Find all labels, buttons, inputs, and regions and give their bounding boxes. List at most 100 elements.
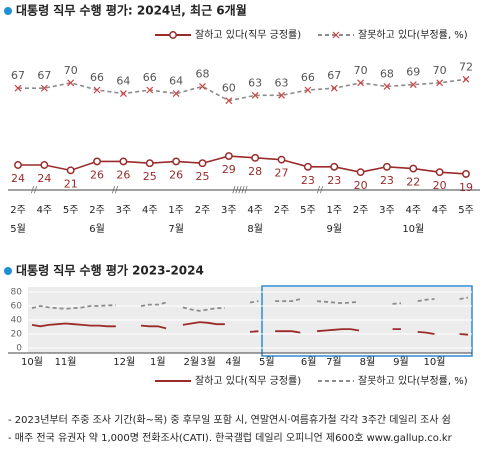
x-tick-label: 1월 (150, 356, 166, 368)
marker (409, 164, 418, 173)
x-tick-label: 5월 (259, 356, 275, 368)
marker (40, 84, 48, 92)
title-bullet (4, 7, 12, 15)
month-label: 5월 (10, 223, 26, 235)
x-tick-label: 5주 (300, 205, 316, 216)
marker (93, 86, 101, 94)
marker (67, 79, 75, 87)
data-label: 69 (406, 66, 420, 79)
series-line (31, 296, 469, 312)
marker (278, 91, 285, 99)
marker (172, 90, 180, 97)
marker (225, 97, 233, 105)
month-label: 6월 (89, 223, 105, 235)
marker (383, 83, 391, 90)
data-label: 63 (275, 76, 289, 89)
x-tick-label: 10월 (423, 356, 445, 368)
highlight-box (261, 285, 473, 357)
footnote: - 2023년부터 주중 조사 기간(화~목) 중 후무일 포함 시, 연말연시… (8, 414, 451, 426)
data-label: 23 (380, 174, 394, 187)
x-tick-label: 4주 (142, 205, 158, 216)
footnote: - 매주 전국 유권자 약 1,000명 전화조사(CATI). 한국갤럽 데일… (8, 432, 453, 444)
x-tick-label: 2주 (274, 205, 290, 216)
x-tick-label: 4주 (247, 205, 263, 216)
marker (66, 166, 75, 175)
data-label: 27 (275, 167, 289, 180)
data-label: 68 (195, 67, 209, 80)
x-tick-label: 2주 (10, 205, 26, 216)
data-label: 70 (354, 64, 368, 77)
marker (119, 90, 127, 97)
marker (382, 162, 391, 171)
marker (172, 157, 181, 166)
data-label: 23 (301, 174, 315, 187)
axis-break: // (317, 186, 324, 196)
data-label: 70 (64, 64, 78, 77)
x-tick-label: 2주 (195, 205, 211, 216)
title-bullet (4, 267, 12, 275)
x-tick-label: 5주 (63, 205, 79, 216)
month-label: 8월 (247, 223, 263, 235)
x-tick-label: 4주 (406, 205, 422, 216)
marker (40, 161, 49, 169)
data-label: 67 (11, 69, 25, 82)
data-label: 68 (380, 67, 394, 80)
data-label: 25 (195, 170, 209, 183)
y-tick-label: 80 (11, 288, 23, 298)
data-label: 63 (248, 76, 262, 89)
data-label: 20 (433, 179, 447, 192)
data-label: 20 (354, 179, 368, 192)
x-tick-label: 3주 (379, 205, 395, 216)
data-label: 24 (11, 172, 25, 185)
marker (169, 31, 177, 39)
marker (277, 155, 286, 164)
x-tick-label: 7월 (326, 356, 342, 368)
x-tick-label: 3주 (221, 205, 237, 216)
y-tick-label: 20 (11, 330, 23, 340)
data-label: 60 (222, 82, 236, 95)
x-tick-label: 6월 (301, 356, 317, 368)
x-tick-label: 9월 (393, 356, 409, 368)
x-tick-label: 1주 (326, 205, 342, 216)
data-label: 24 (37, 172, 51, 185)
x-tick-label: 2주 (353, 205, 369, 216)
x-tick-label: 11월 (55, 356, 77, 368)
marker (146, 86, 154, 94)
x-tick-label: 2주 (89, 205, 105, 216)
marker (14, 161, 22, 169)
chart-title: 대통령 직무 수행 평가: 2024년, 최근 6개월 (16, 3, 247, 18)
data-label: 66 (301, 71, 315, 84)
marker (462, 75, 470, 83)
chart-title: 대통령 직무 수행 평가 2023-2024 (16, 263, 204, 278)
marker (330, 84, 338, 92)
data-label: 28 (248, 165, 262, 178)
month-label: 9월 (326, 223, 342, 235)
month-label: 10월 (402, 223, 424, 235)
data-label: 66 (90, 71, 104, 84)
marker (251, 153, 260, 162)
marker (145, 159, 154, 168)
marker (304, 86, 312, 94)
marker (199, 83, 206, 90)
legend-label: 잘못하고 있다(부정률, %) (358, 28, 468, 41)
marker (14, 84, 22, 92)
x-tick-label: 12월 (113, 356, 135, 368)
data-label: 67 (327, 69, 341, 82)
x-tick-label: 8월 (360, 356, 376, 368)
data-label: 64 (169, 75, 183, 88)
series-line (31, 321, 469, 336)
axis-break: // (31, 186, 38, 196)
axis-break: ///// (232, 186, 248, 196)
data-label: 26 (116, 168, 130, 181)
legend-label: 잘하고 있다(직무 긍정률) (195, 374, 301, 387)
data-label: 21 (64, 177, 78, 190)
marker (224, 152, 233, 161)
marker (332, 31, 340, 39)
series-line (18, 155, 467, 175)
month-label: 7월 (168, 223, 184, 235)
marker (435, 168, 444, 177)
data-label: 72 (459, 60, 473, 73)
marker (93, 157, 102, 166)
data-label: 25 (143, 170, 157, 183)
